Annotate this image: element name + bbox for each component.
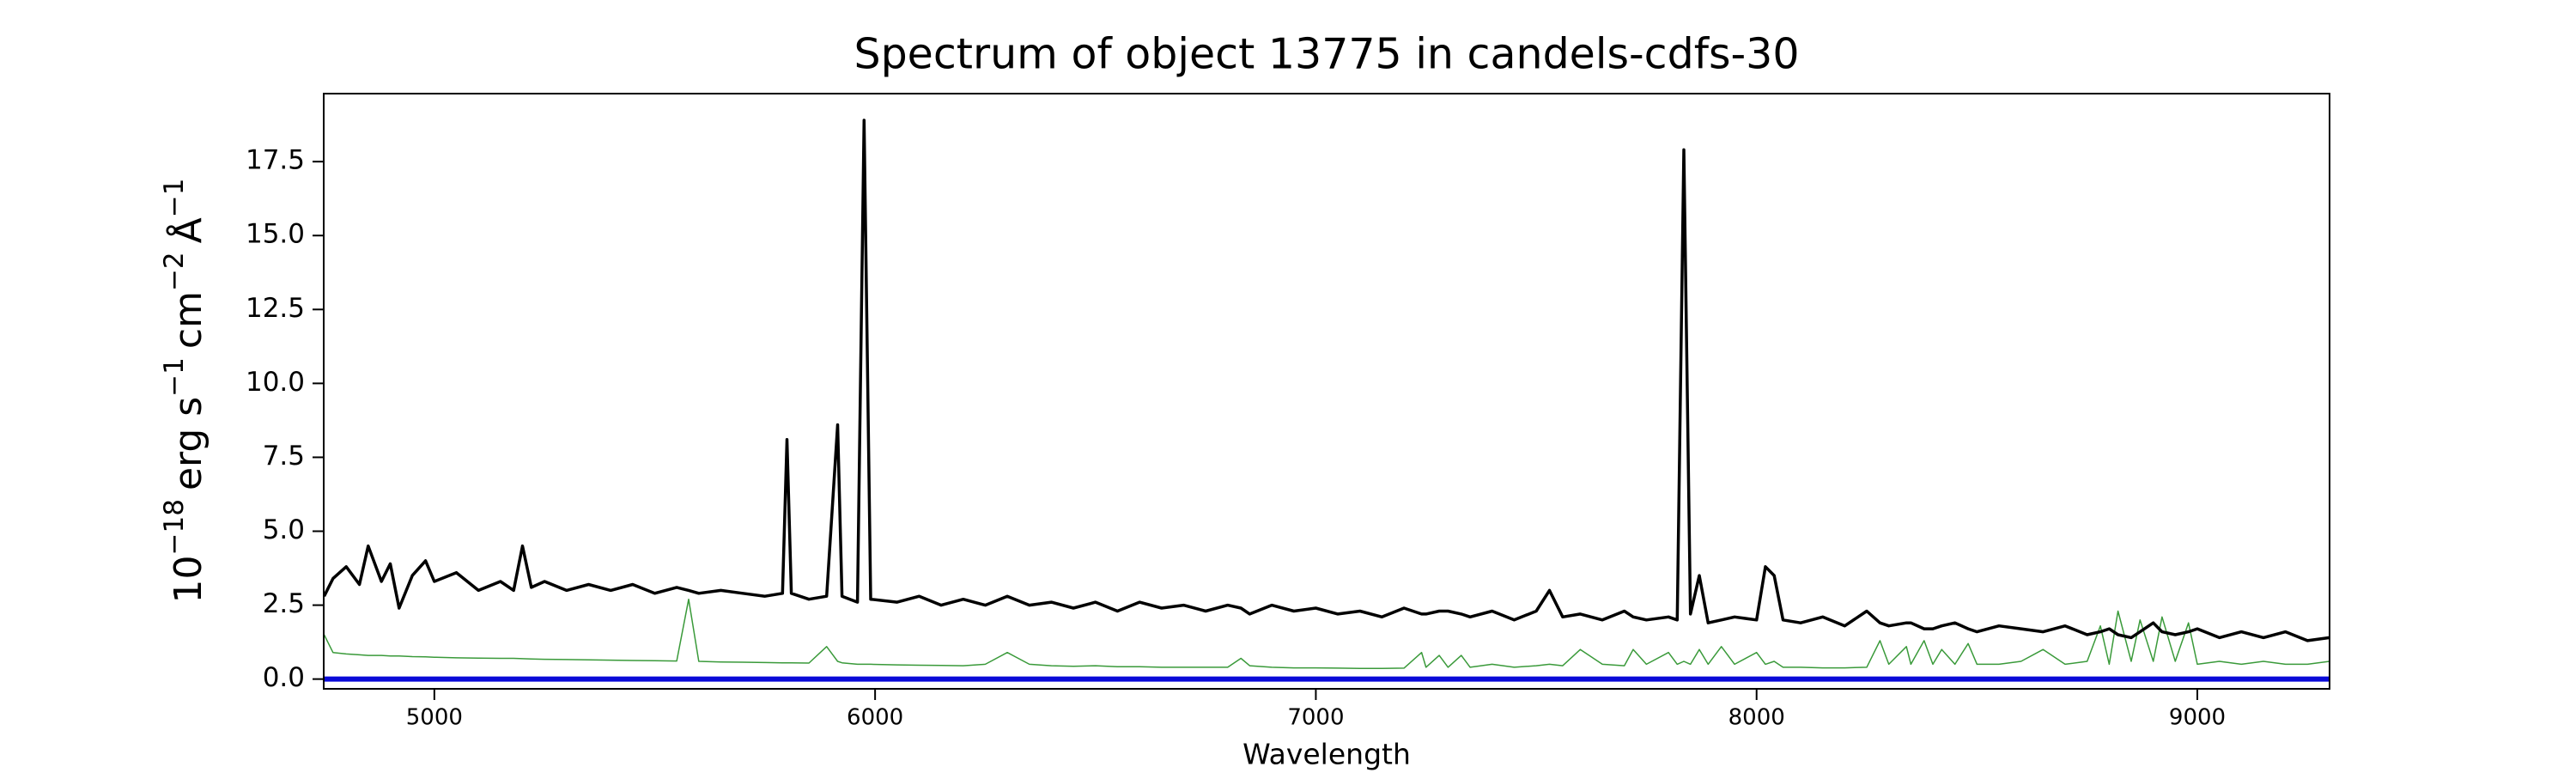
y-tick-label: 0.0 [263,662,305,693]
y-tick-label: 15.0 [246,219,305,250]
x-tick-label: 8000 [1728,705,1785,731]
x-tick-label: 6000 [847,705,903,731]
y-tick-label: 5.0 [263,514,305,545]
y-tick-label: 7.5 [263,441,305,472]
y-axis-label-part: 10 [167,555,210,603]
y-tick-label: 12.5 [246,293,305,324]
y-axis-label-part: erg s [167,397,210,490]
x-tick-label: 7000 [1287,705,1344,731]
x-tick-label: 5000 [406,705,463,731]
y-axis-label-part: Å [165,217,210,243]
y-axis-label-exponent: −1 [159,357,190,397]
y-axis-label-exponent: −18 [159,499,190,555]
y-tick-label: 10.0 [246,367,305,398]
y-axis-label-part: cm [167,291,210,349]
y-axis-label: 10−18erg s−1cm−2Å−1 [159,179,211,604]
chart-title: Spectrum of object 13775 in candels-cdfs… [854,30,1799,79]
data-line [322,119,2330,642]
y-axis-label-exponent: −2 [159,252,190,291]
y-axis-label-exponent: −1 [159,179,190,218]
x-tick-label: 9000 [2169,705,2226,731]
y-tick-label: 2.5 [263,588,305,619]
x-axis-label: Wavelength [1242,738,1411,771]
plot-frame [323,93,2330,690]
data-line [323,598,2330,669]
y-tick-label: 17.5 [246,145,305,176]
